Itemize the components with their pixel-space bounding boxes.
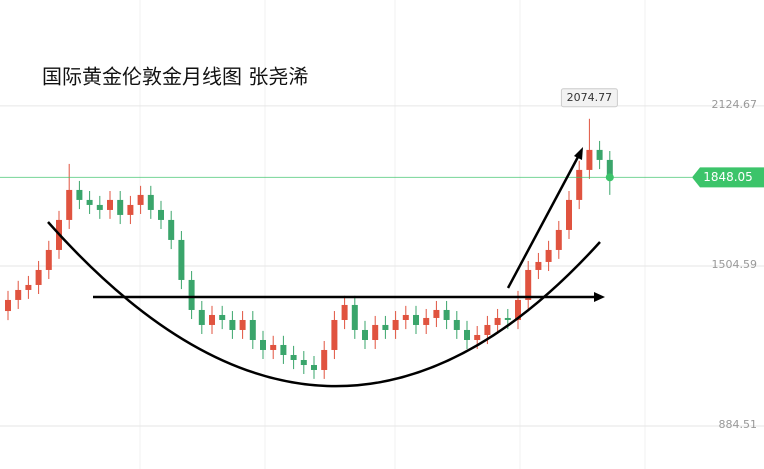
candle-body — [25, 284, 32, 290]
candle-body — [249, 319, 256, 340]
candle-body — [555, 229, 562, 250]
candle-body — [382, 324, 389, 330]
candle-body — [270, 344, 277, 350]
candle-body — [209, 314, 215, 325]
candle-body — [443, 309, 450, 320]
candle-body — [86, 199, 93, 205]
candle-body — [341, 304, 348, 320]
plot: 884.51 1504.59 2124.67 2074.77 1848.05 — [0, 88, 764, 431]
candle-body — [168, 219, 175, 240]
candle-body — [596, 149, 603, 160]
candle-body — [453, 319, 460, 330]
y-tick-label: 2124.67 — [712, 98, 758, 111]
candle-body — [15, 289, 22, 300]
candle-body — [300, 359, 307, 366]
candle-body — [525, 269, 532, 300]
candle-body — [535, 261, 542, 270]
candle-body — [311, 365, 317, 370]
y-tick-label: 884.51 — [719, 418, 758, 431]
candle-body — [586, 149, 593, 170]
candle-body — [45, 249, 52, 270]
candle-body — [494, 317, 501, 325]
last-price-dot — [605, 173, 614, 182]
candle-body — [321, 349, 328, 370]
candle-body — [566, 199, 572, 230]
candle-body — [188, 279, 195, 310]
candle-body — [474, 334, 481, 340]
candle-body — [402, 314, 409, 320]
candle-body — [229, 319, 236, 330]
candle-body — [464, 329, 470, 340]
candle-body — [351, 304, 358, 330]
chart-title: 国际黄金伦敦金月线图 张尧浠 — [42, 65, 308, 89]
candle-body — [66, 189, 73, 220]
candle-body — [362, 329, 368, 340]
candle-body — [5, 299, 11, 312]
candle-body — [576, 169, 583, 200]
candle-body — [158, 209, 164, 220]
candle-body — [239, 319, 246, 330]
candle-body — [147, 194, 154, 210]
candle-body — [219, 314, 226, 320]
candle-body — [117, 199, 124, 215]
candle-body — [423, 317, 430, 325]
candle-body — [606, 159, 613, 178]
max-label-box — [560, 88, 618, 108]
last-price-label: 1848.05 — [703, 170, 753, 184]
candle-body — [280, 344, 287, 355]
trend-arrow — [506, 154, 581, 289]
candle-body — [515, 299, 521, 320]
y-tick-label: 1504.59 — [712, 258, 758, 271]
candle-body — [127, 204, 134, 215]
candle-body — [198, 309, 205, 325]
candle-body — [413, 314, 419, 325]
candle-body — [545, 249, 552, 262]
candle-body — [137, 194, 144, 205]
annotations — [47, 147, 605, 388]
arrow-head — [594, 292, 605, 302]
candle-body — [107, 199, 113, 210]
max-label: 2074.77 — [567, 91, 613, 104]
candle-body — [331, 319, 338, 350]
candle-body — [290, 354, 297, 360]
vertical-grid — [139, 0, 646, 469]
arrow-head — [574, 147, 583, 160]
candle-body — [260, 339, 266, 350]
cup-curve — [47, 221, 601, 388]
candle-body — [96, 204, 103, 210]
last-price-box — [692, 167, 764, 188]
candle-body — [484, 324, 491, 335]
candle-body — [76, 189, 83, 200]
candle-body — [392, 319, 399, 330]
candle-body — [372, 324, 379, 340]
candle-body — [178, 239, 185, 280]
candle-body — [35, 269, 42, 285]
candle-body — [504, 317, 511, 320]
candle-body — [433, 309, 440, 318]
